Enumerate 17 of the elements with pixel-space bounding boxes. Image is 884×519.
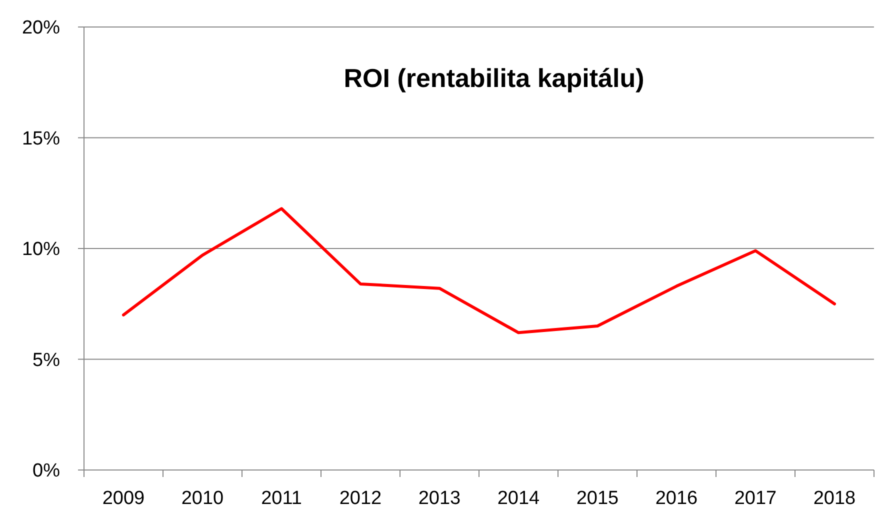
x-tick-label: 2015 (576, 488, 619, 509)
y-tick-label: 0% (32, 460, 60, 482)
y-tick-label: 5% (32, 350, 60, 371)
x-tick-label: 2017 (734, 488, 777, 509)
y-tick-label: 20% (22, 18, 60, 39)
x-tick-label: 2018 (813, 488, 856, 509)
x-tick-label: 2016 (655, 488, 698, 509)
y-tick-label: 15% (22, 128, 60, 150)
text: ROI (rentabilita kapitálu) (344, 63, 644, 93)
x-tick-label: 2009 (102, 488, 145, 509)
x-tick-label: 2011 (261, 488, 302, 509)
x-tick-label: 2010 (181, 488, 224, 509)
line-series (122, 207, 836, 334)
x-tick-label: 2014 (497, 488, 540, 509)
x-tick-label: 2013 (418, 488, 461, 509)
x-tick-label: 2012 (339, 488, 382, 509)
y-tick-label: 10% (22, 239, 60, 260)
